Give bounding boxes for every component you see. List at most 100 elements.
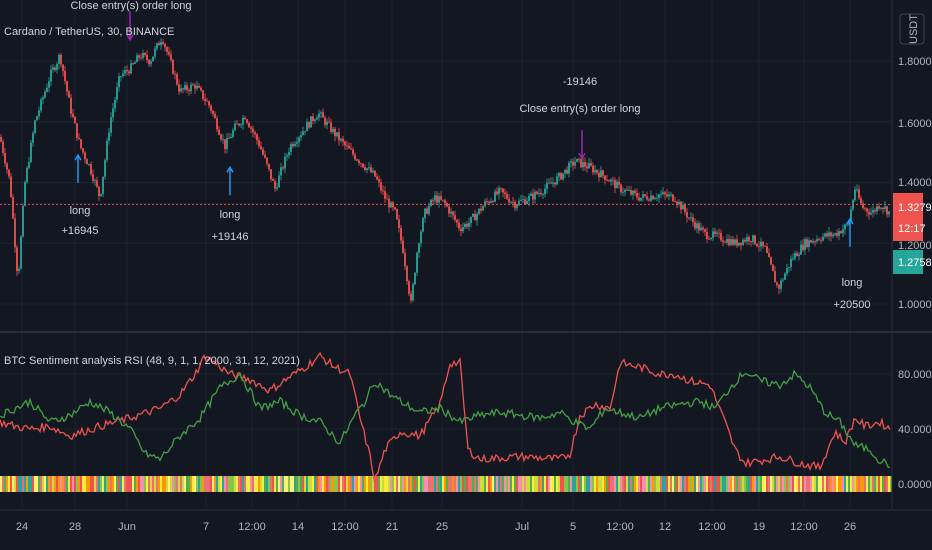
heatmap-cell	[388, 476, 390, 492]
time-tick-label: 12:00	[790, 521, 818, 533]
heatmap-cell	[740, 476, 742, 492]
candle-body	[638, 197, 640, 201]
heatmap-cell	[278, 476, 280, 492]
heatmap-cell	[208, 476, 210, 492]
candle-body	[728, 239, 730, 246]
heatmap-cell	[146, 476, 148, 492]
candle-body	[98, 186, 100, 196]
heatmap-cell	[244, 476, 246, 492]
heatmap-cell	[52, 476, 54, 492]
annotation-line: -19146	[563, 76, 597, 88]
heatmap-cell	[94, 476, 96, 492]
candle-body	[746, 237, 748, 242]
candle-body	[648, 199, 650, 201]
annotation-entry-3: long +20500	[833, 277, 870, 311]
candle-body	[888, 211, 890, 215]
heatmap-cell	[298, 476, 300, 492]
candle-body	[724, 241, 726, 243]
heatmap-cell	[360, 476, 362, 492]
candle-body	[788, 267, 790, 268]
entry-arrow-icon	[226, 165, 234, 196]
candle-body	[726, 239, 728, 243]
heatmap-cell	[598, 476, 600, 492]
heatmap-cell	[58, 476, 60, 492]
candle-body	[54, 67, 56, 70]
candle-body	[322, 112, 324, 118]
price-pane[interactable]	[0, 11, 892, 304]
candle-body	[840, 231, 842, 234]
heatmap-cell	[634, 476, 636, 492]
heatmap-cell	[754, 476, 756, 492]
candle-body	[412, 284, 414, 301]
candle-body	[618, 181, 620, 185]
price-axis[interactable]: USDT 1.8000 1.6000 1.4000 1.2000 1.0000 …	[891, 0, 932, 510]
heatmap-cell	[724, 476, 726, 492]
candle-body	[528, 195, 530, 202]
time-tick-label: 26	[844, 521, 856, 533]
heatmap-cell	[62, 476, 64, 492]
heatmap-cell	[600, 476, 602, 492]
candle-body	[826, 233, 828, 237]
heatmap-cell	[710, 476, 712, 492]
heatmap-cell	[888, 476, 890, 492]
candle-body	[586, 166, 588, 169]
heatmap-cell	[336, 476, 338, 492]
candle-body	[30, 142, 32, 163]
heatmap-cell	[304, 476, 306, 492]
candle-body	[158, 43, 160, 46]
heatmap-cell	[90, 476, 92, 492]
symbol-title[interactable]: Cardano / TetherUS, 30, BINANCE	[4, 26, 174, 38]
candle-body	[682, 205, 684, 210]
heatmap-cell	[548, 476, 550, 492]
heatmap-cell	[530, 476, 532, 492]
indicator-title[interactable]: BTC Sentiment analysis RSI (48, 9, 1, 1,…	[4, 355, 300, 367]
candle-body	[430, 199, 432, 207]
time-axis[interactable]: 24 28 Jun 7 12:00 14 12:00 21 25 Jul 5 1…	[0, 509, 932, 533]
heatmap-cell	[686, 476, 688, 492]
heatmap-cell	[468, 476, 470, 492]
heatmap-cell	[840, 476, 842, 492]
candle-body	[480, 208, 482, 211]
heatmap-cell	[674, 476, 676, 492]
heatmap-cell	[716, 476, 718, 492]
heatmap-cell	[798, 476, 800, 492]
trade-markers	[74, 11, 854, 247]
candle-body	[184, 85, 186, 90]
candle-body	[266, 157, 268, 164]
heatmap-cell	[300, 476, 302, 492]
heatmap-cell	[666, 476, 668, 492]
indicator-pane[interactable]	[0, 351, 892, 492]
candle-body	[736, 239, 738, 246]
heatmap-cell	[92, 476, 94, 492]
heatmap-cell	[838, 476, 840, 492]
candle-body	[210, 105, 212, 111]
candle-body	[180, 88, 182, 92]
heatmap-cell	[476, 476, 478, 492]
candle-body	[420, 231, 422, 244]
heatmap-cell	[22, 476, 24, 492]
heatmap-cell	[190, 476, 192, 492]
heatmap-cell	[520, 476, 522, 492]
heatmap-cell	[604, 476, 606, 492]
heatmap-cell	[748, 476, 750, 492]
heatmap-cell	[456, 476, 458, 492]
candle-body	[600, 170, 602, 178]
heatmap-cell	[726, 476, 728, 492]
price-tick-label: 1.0000	[898, 299, 932, 311]
heatmap-cell	[430, 476, 432, 492]
heatmap-cell	[434, 476, 436, 492]
candle-body	[14, 218, 16, 248]
bar-countdown: 12:17	[898, 223, 926, 235]
candle-body	[784, 273, 786, 280]
heatmap-cell	[820, 476, 822, 492]
heatmap-cell	[46, 476, 48, 492]
heatmap-cell	[728, 476, 730, 492]
heatmap-cell	[780, 476, 782, 492]
candle-body	[772, 264, 774, 272]
heatmap-cell	[124, 476, 126, 492]
candle-body	[554, 182, 556, 185]
currency-button[interactable]: USDT	[899, 13, 925, 45]
heatmap-cell	[594, 476, 596, 492]
candle-body	[270, 169, 272, 180]
